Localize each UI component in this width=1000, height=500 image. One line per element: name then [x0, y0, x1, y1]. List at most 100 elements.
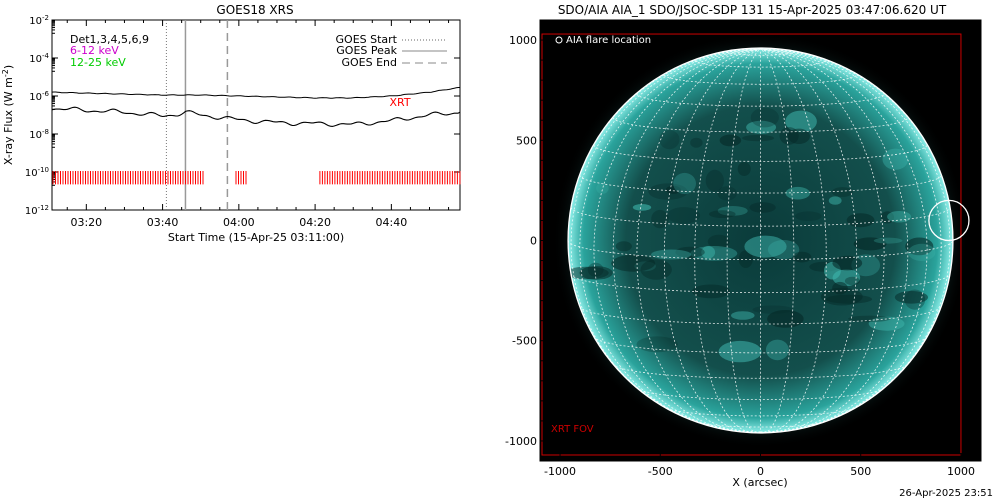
xrt-fov-label: XRT FOV [551, 424, 594, 435]
latitude-line [579, 305, 942, 325]
goes-xrs-chart: GOES18 XRS 10-2 10-4 10-6 10-8 10-10 10-12 03… [1, 3, 461, 244]
longitude-line [726, 48, 761, 433]
longitude-line [760, 48, 909, 433]
goes-y-label-exp: -2 [1, 69, 10, 77]
disk-texture-blob [717, 186, 737, 201]
disk-texture-blob [675, 246, 705, 258]
disk-texture-blob [787, 128, 810, 144]
longitude-line [760, 48, 951, 433]
goes-long-channel-line [51, 87, 460, 99]
disk-texture-blob [792, 251, 812, 263]
disk-texture-blob [844, 276, 860, 286]
disk-texture-blob [690, 246, 738, 261]
aia-y-tick-label: -1000 [505, 435, 537, 448]
goes-x-tick-label: 03:40 [147, 216, 179, 229]
disk-texture-blob [615, 241, 632, 252]
aia-image-chart: SDO/AIA AIA_1 SDO/JSOC-SDP 131 15-Apr-20… [505, 3, 982, 489]
disk-texture-blob [667, 207, 701, 224]
longitude-line [694, 48, 761, 433]
disk-texture-blob [738, 250, 753, 268]
goes-legend-high-energy: 12-25 keV [70, 56, 126, 69]
disk-texture-blob [690, 137, 703, 148]
longitude-line [760, 48, 928, 433]
goes-title: GOES18 XRS [216, 3, 293, 17]
goes-y-tick-label: 10-8 [29, 128, 49, 141]
aia-x-tick-label: -500 [648, 465, 673, 478]
longitude-line [570, 48, 761, 433]
longitude-line [579, 48, 761, 433]
disk-texture-blob [848, 315, 891, 322]
disk-texture-blob [742, 134, 775, 142]
aia-x-tick-label: -1000 [544, 465, 576, 478]
longitude-line [612, 48, 761, 433]
disk-texture-blob [832, 281, 848, 295]
disk-texture-blob [707, 234, 730, 249]
aia-y-tick-label: 500 [516, 134, 537, 147]
disk-texture-blob [665, 185, 681, 194]
solar-disk-texture [568, 107, 936, 363]
footer-timestamp: 26-Apr-2025 23:51 [899, 488, 993, 499]
latitude-line [726, 51, 795, 56]
latitude-line [612, 363, 909, 379]
disk-texture-blob [719, 134, 742, 147]
goes-x-axis-label: Start Time (15-Apr-25 03:11:00) [168, 231, 344, 244]
disk-texture-blob [717, 206, 748, 216]
goes-legend-det: Det1,3,4,5,6,9 [70, 33, 149, 46]
disk-texture-blob [785, 110, 817, 133]
goes-legend-start: GOES Start [336, 33, 398, 46]
disk-texture-blob [636, 336, 678, 353]
disk-texture-blob [750, 107, 779, 128]
goes-legend-end: GOES End [341, 56, 397, 69]
longitude-line [760, 48, 795, 433]
goes-short-channel-line [51, 106, 461, 127]
disk-texture-blob [873, 237, 903, 244]
disk-texture-blob [659, 130, 680, 150]
goes-y-tick-label: 10-10 [25, 166, 49, 179]
aia-y-axis: -1000 -500 0 500 1000 [505, 34, 981, 448]
goes-series-group [51, 87, 461, 127]
goes-y-label-close: ) [2, 65, 15, 69]
goes-x-tick-label: 04:00 [223, 216, 255, 229]
goes-xrt-label: XRT [389, 96, 410, 109]
disk-texture-blob [709, 210, 736, 219]
disk-texture-blob [832, 269, 861, 287]
goes-y-axis: 10-2 10-4 10-6 10-8 10-10 10-12 [25, 14, 460, 217]
disk-texture-blob [701, 246, 716, 259]
disk-texture-blob [846, 213, 875, 228]
xrt-observation-bars [52, 171, 461, 185]
heliographic-grid [568, 48, 953, 433]
goes-y-axis-label: X-ray Flux (W m-2) [1, 65, 15, 165]
longitude-line [663, 48, 761, 433]
disk-texture-blob [596, 182, 609, 194]
latitude-line [570, 207, 951, 227]
disk-texture-blob [887, 211, 912, 223]
disk-texture-blob [744, 235, 787, 258]
disk-texture-blob [611, 254, 656, 272]
aia-x-axis: -1000 -500 0 500 1000 [544, 20, 975, 478]
latitude-line [579, 174, 942, 194]
goes-y-label-main: X-ray Flux (W m [2, 77, 15, 165]
disk-texture-blob [651, 209, 669, 229]
aia-y-tick-label: 1000 [509, 34, 537, 47]
aia-y-tick-label: 0 [530, 235, 537, 248]
disk-texture-blob [752, 305, 793, 314]
disk-texture-blob [746, 120, 777, 134]
disk-texture-blob [831, 187, 853, 197]
goes-y-tick-label: 10-12 [25, 204, 49, 217]
disk-texture-blob [853, 237, 887, 251]
disk-texture-blob [568, 266, 609, 280]
disk-texture-blob [904, 289, 926, 310]
latitude-line [636, 93, 885, 107]
disk-texture-blob [779, 127, 799, 145]
aia-x-axis-label: X (arcsec) [732, 476, 787, 489]
aia-title: SDO/AIA AIA_1 SDO/JSOC-SDP 131 15-Apr-20… [558, 3, 947, 17]
aia-y-tick-label: -500 [512, 335, 537, 348]
longitude-line [593, 48, 761, 433]
disk-texture-blob [718, 340, 762, 363]
disk-texture-blob [587, 262, 604, 277]
goes-legend-low-energy: 6-12 keV [70, 44, 119, 57]
xrt-fov-box [541, 33, 962, 456]
goes-y-tick-label: 10-4 [29, 52, 49, 65]
disk-texture-blob [731, 311, 755, 320]
